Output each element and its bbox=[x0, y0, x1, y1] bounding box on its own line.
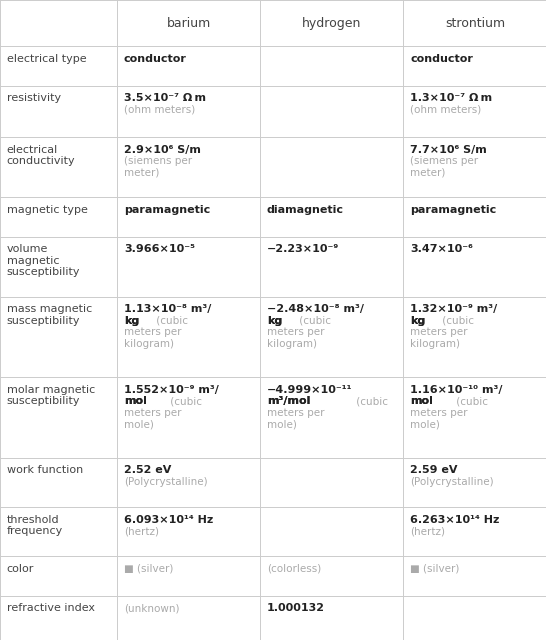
Text: 1.13×10⁻⁸ m³/: 1.13×10⁻⁸ m³/ bbox=[124, 304, 211, 314]
Text: meters per: meters per bbox=[410, 327, 467, 337]
Text: m³/mol (cubic: m³/mol (cubic bbox=[267, 396, 345, 406]
Text: kilogram): kilogram) bbox=[267, 339, 317, 349]
Text: (hertz): (hertz) bbox=[410, 526, 445, 536]
Text: mole): mole) bbox=[410, 419, 440, 429]
Text: diamagnetic: diamagnetic bbox=[267, 205, 344, 214]
Text: work function: work function bbox=[7, 465, 83, 476]
Text: resistivity: resistivity bbox=[7, 93, 61, 103]
Text: electrical type: electrical type bbox=[7, 54, 86, 64]
Text: 7.7×10⁶ S/m: 7.7×10⁶ S/m bbox=[410, 145, 487, 154]
Text: (colorless): (colorless) bbox=[267, 564, 321, 573]
Text: (hertz): (hertz) bbox=[124, 526, 159, 536]
Text: (cubic: (cubic bbox=[353, 396, 389, 406]
Text: 1.3×10⁻⁷ Ω m: 1.3×10⁻⁷ Ω m bbox=[410, 93, 492, 103]
Text: mol: mol bbox=[410, 396, 433, 406]
Text: kg: kg bbox=[267, 316, 282, 326]
Text: kg: kg bbox=[410, 316, 425, 326]
Text: meter): meter) bbox=[124, 168, 159, 177]
Text: m³/mol: m³/mol bbox=[267, 396, 310, 406]
Text: 1.000132: 1.000132 bbox=[267, 604, 325, 613]
Text: meters per: meters per bbox=[410, 408, 467, 418]
Text: volume: volume bbox=[7, 244, 48, 254]
Text: (cubic: (cubic bbox=[439, 316, 474, 326]
Text: magnetic: magnetic bbox=[7, 256, 59, 266]
Text: 3.5×10⁻⁷ Ω m: 3.5×10⁻⁷ Ω m bbox=[124, 93, 206, 103]
Text: kg (cubic: kg (cubic bbox=[124, 316, 175, 326]
Text: susceptibility: susceptibility bbox=[7, 396, 80, 406]
Text: meters per: meters per bbox=[267, 327, 324, 337]
Text: 6.263×10¹⁴ Hz: 6.263×10¹⁴ Hz bbox=[410, 515, 500, 525]
Text: (siemens per: (siemens per bbox=[124, 156, 192, 166]
Text: 1.16×10⁻¹⁰ m³/: 1.16×10⁻¹⁰ m³/ bbox=[410, 385, 502, 395]
Text: color: color bbox=[7, 564, 34, 573]
Text: frequency: frequency bbox=[7, 526, 63, 536]
Text: susceptibility: susceptibility bbox=[7, 268, 80, 277]
Text: mol: mol bbox=[124, 396, 147, 406]
Text: kg (cubic: kg (cubic bbox=[267, 316, 318, 326]
Text: barium: barium bbox=[167, 17, 211, 29]
Text: paramagnetic: paramagnetic bbox=[410, 205, 496, 214]
Text: strontium: strontium bbox=[445, 17, 505, 29]
Text: mol: mol bbox=[410, 396, 433, 406]
Text: mole): mole) bbox=[267, 419, 297, 429]
Text: 2.9×10⁶ S/m: 2.9×10⁶ S/m bbox=[124, 145, 201, 154]
Text: −4.999×10⁻¹¹: −4.999×10⁻¹¹ bbox=[267, 385, 353, 395]
Text: conductivity: conductivity bbox=[7, 156, 75, 166]
Text: ■ (silver): ■ (silver) bbox=[410, 564, 459, 573]
Text: meters per: meters per bbox=[267, 408, 324, 418]
Text: (Polycrystalline): (Polycrystalline) bbox=[124, 477, 207, 487]
Text: 2.52 eV: 2.52 eV bbox=[124, 465, 171, 476]
Text: 2.59 eV: 2.59 eV bbox=[410, 465, 458, 476]
Text: kg: kg bbox=[410, 316, 425, 326]
Text: mol: mol bbox=[124, 396, 147, 406]
Text: hydrogen: hydrogen bbox=[302, 17, 361, 29]
Text: kilogram): kilogram) bbox=[410, 339, 460, 349]
Text: −2.48×10⁻⁸ m³/: −2.48×10⁻⁸ m³/ bbox=[267, 304, 364, 314]
Text: (siemens per: (siemens per bbox=[410, 156, 478, 166]
Text: (cubic: (cubic bbox=[153, 316, 188, 326]
Text: refractive index: refractive index bbox=[7, 604, 94, 613]
Text: (cubic: (cubic bbox=[296, 316, 331, 326]
Text: (cubic: (cubic bbox=[453, 396, 488, 406]
Text: −2.23×10⁻⁹: −2.23×10⁻⁹ bbox=[267, 244, 339, 254]
Text: kg (cubic: kg (cubic bbox=[410, 316, 461, 326]
Text: paramagnetic: paramagnetic bbox=[124, 205, 210, 214]
Text: susceptibility: susceptibility bbox=[7, 316, 80, 326]
Text: (Polycrystalline): (Polycrystalline) bbox=[410, 477, 494, 487]
Text: (unknown): (unknown) bbox=[124, 604, 180, 613]
Text: kg: kg bbox=[124, 316, 139, 326]
Text: (ohm meters): (ohm meters) bbox=[124, 105, 195, 115]
Text: threshold: threshold bbox=[7, 515, 59, 525]
Text: mol (cubic: mol (cubic bbox=[410, 396, 468, 406]
Text: (ohm meters): (ohm meters) bbox=[410, 105, 481, 115]
Text: ■ (silver): ■ (silver) bbox=[124, 564, 173, 573]
Text: 6.093×10¹⁴ Hz: 6.093×10¹⁴ Hz bbox=[124, 515, 213, 525]
Text: conductor: conductor bbox=[124, 54, 187, 64]
Text: mass magnetic: mass magnetic bbox=[7, 304, 92, 314]
Text: m³/mol: m³/mol bbox=[267, 396, 310, 406]
Text: mol (cubic: mol (cubic bbox=[124, 396, 182, 406]
Text: kg: kg bbox=[124, 316, 139, 326]
Text: mole): mole) bbox=[124, 419, 154, 429]
Text: 3.47×10⁻⁶: 3.47×10⁻⁶ bbox=[410, 244, 473, 254]
Text: (cubic: (cubic bbox=[167, 396, 202, 406]
Text: molar magnetic: molar magnetic bbox=[7, 385, 95, 395]
Text: conductor: conductor bbox=[410, 54, 473, 64]
Text: kg: kg bbox=[267, 316, 282, 326]
Text: meter): meter) bbox=[410, 168, 446, 177]
Text: meters per: meters per bbox=[124, 327, 181, 337]
Text: magnetic type: magnetic type bbox=[7, 205, 87, 214]
Text: 1.552×10⁻⁹ m³/: 1.552×10⁻⁹ m³/ bbox=[124, 385, 219, 395]
Text: meters per: meters per bbox=[124, 408, 181, 418]
Text: kilogram): kilogram) bbox=[124, 339, 174, 349]
Text: 3.966×10⁻⁵: 3.966×10⁻⁵ bbox=[124, 244, 195, 254]
Text: electrical: electrical bbox=[7, 145, 58, 154]
Text: 1.32×10⁻⁹ m³/: 1.32×10⁻⁹ m³/ bbox=[410, 304, 497, 314]
